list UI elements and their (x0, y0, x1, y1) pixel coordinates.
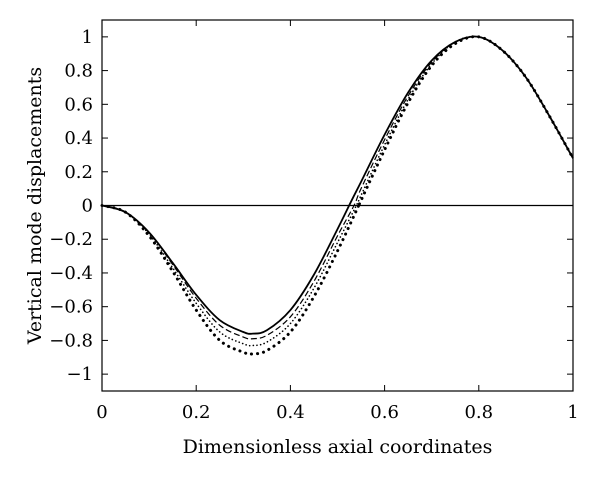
x-tick-label: 0.4 (276, 402, 305, 423)
x-axis-label: Dimensionless axial coordinates (183, 436, 493, 458)
series-line-1 (101, 35, 574, 340)
x-tick-label: 1 (567, 402, 578, 423)
y-tick-label: 1 (82, 27, 93, 48)
y-tick-label: 0 (82, 196, 93, 217)
y-tick-label: 0.2 (64, 162, 93, 183)
y-tick-label: −0.2 (49, 229, 93, 250)
plot-frame (101, 19, 574, 392)
y-axis-label: Vertical mode displacements (24, 67, 46, 345)
y-tick-label: −0.4 (49, 263, 93, 284)
series-layer (100, 35, 575, 356)
x-tick-label: 0.8 (464, 402, 493, 423)
x-tick-label: 0.2 (182, 402, 211, 423)
x-tick-label: 0.6 (370, 402, 399, 423)
y-tick-label: 0.4 (64, 128, 93, 149)
y-tick-label: −0.8 (49, 330, 93, 351)
y-tick-label: −0.6 (49, 297, 93, 318)
y-tick-label: 0.6 (64, 94, 93, 115)
series-line-0 (101, 35, 574, 335)
x-tick-label: 0 (96, 402, 107, 423)
y-tick-label: 0.8 (64, 61, 93, 82)
series-line-2 (101, 35, 574, 347)
y-tick-label: −1 (66, 364, 93, 385)
series-line-3 (100, 35, 575, 356)
ticks-layer: 0 0.2 0.4 0.6 0.8 1 1 0.8 0.6 0.4 0.2 0 −0.2 −0.4 −0.6… (49, 20, 579, 423)
